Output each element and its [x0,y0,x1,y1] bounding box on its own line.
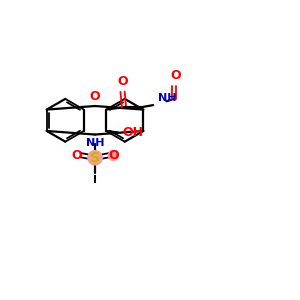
Text: O: O [71,149,82,162]
Text: NH: NH [158,93,176,103]
Circle shape [108,150,118,161]
Text: O: O [90,90,100,103]
Text: O: O [170,69,181,82]
Text: O: O [108,149,119,162]
Text: OH: OH [123,126,144,139]
Text: O: O [117,75,128,88]
Circle shape [88,151,102,165]
Text: I: I [93,175,97,185]
Text: NH: NH [86,137,104,148]
Text: S: S [90,151,100,165]
